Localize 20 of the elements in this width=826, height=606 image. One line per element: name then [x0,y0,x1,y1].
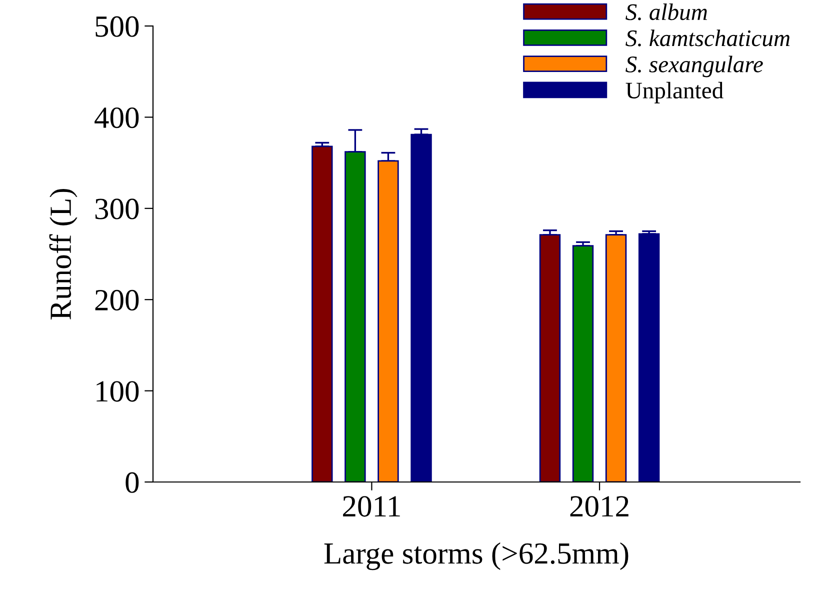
x-tick-label: 2012 [570,496,628,517]
bar [605,234,627,482]
y-tick-label: 100 [96,381,139,402]
y-tick-label: 500 [96,16,139,37]
bar [410,134,432,482]
y-tick-label: 0 [126,472,139,493]
legend-label: Unplanted [626,82,724,104]
legend-label: S. album [626,4,707,20]
x-axis-title: Large storms (>62.5mm) [324,542,628,570]
legend-label: S. kamtschaticum [626,30,790,46]
bar [572,245,594,482]
legend-label: S. sexangulare [626,56,763,78]
x-tick-label: 2011 [343,496,400,517]
y-tick-label: 400 [94,107,139,128]
bar [638,233,660,482]
bar [312,146,333,482]
bar [539,234,561,482]
y-tick-label: 300 [95,198,139,220]
y-axis-title: Runoff (L) [49,189,78,320]
y-tick-label: 200 [95,290,139,310]
